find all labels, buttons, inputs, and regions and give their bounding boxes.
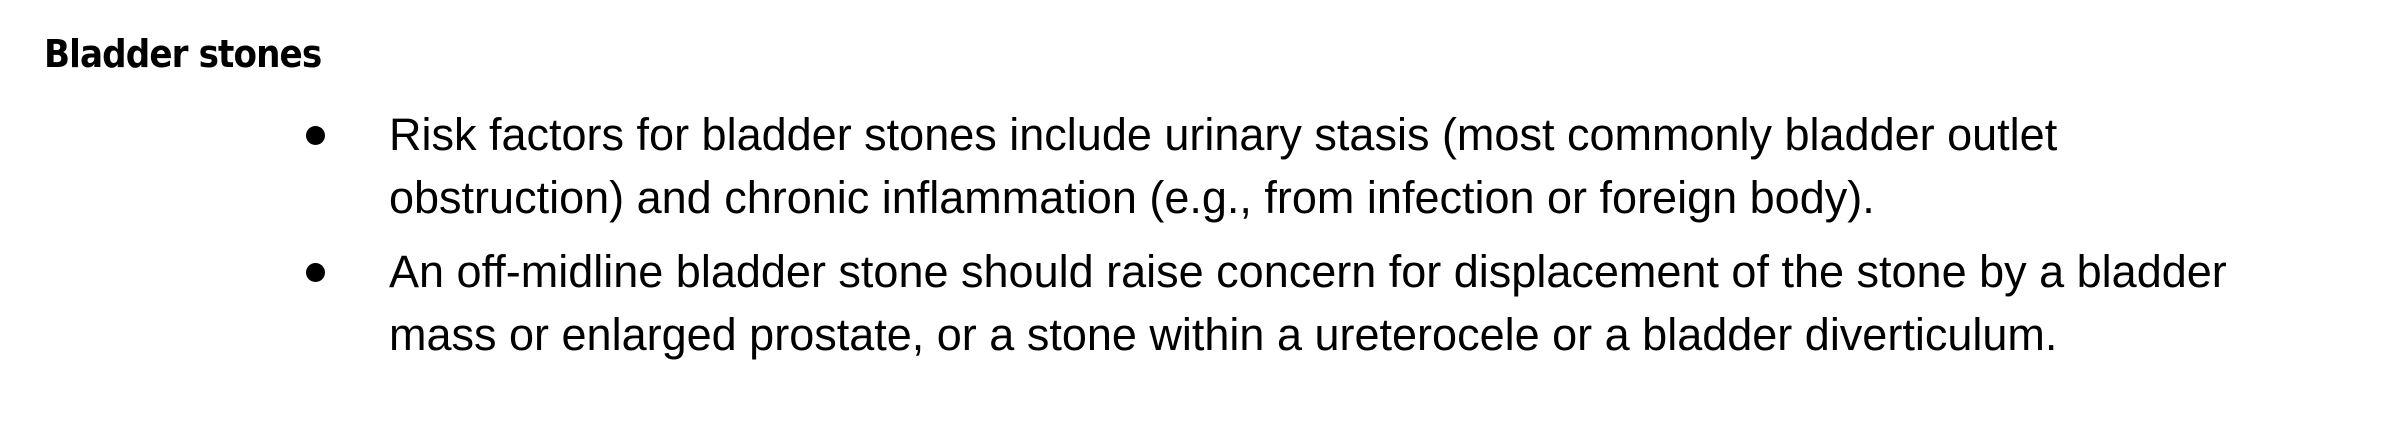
bullet-icon [306, 126, 325, 145]
list-item: Risk factors for bladder stones include … [0, 103, 2289, 229]
section-heading: Bladder stones [44, 32, 322, 76]
list-item: An off-midline bladder stone should rais… [0, 240, 2289, 366]
bullet-icon [306, 263, 325, 282]
bullet-list: Risk factors for bladder stones include … [0, 103, 2382, 377]
list-item-text: Risk factors for bladder stones include … [389, 109, 2058, 223]
list-item-text: An off-midline bladder stone should rais… [389, 246, 2227, 360]
